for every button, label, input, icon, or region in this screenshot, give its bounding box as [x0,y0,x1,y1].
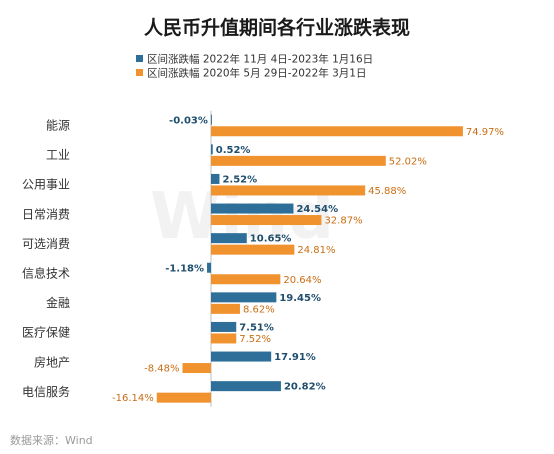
bar-series2 [211,244,295,255]
value-label-series1: 10.65% [250,234,292,245]
value-label-series2: 32.87% [324,216,362,227]
category-label: 电信服务 [22,384,70,399]
value-label-series1: -0.03% [169,115,208,126]
category-label: 医疗保健 [22,326,70,340]
bar-series1 [211,292,277,303]
category-label: 信息技术 [22,266,70,281]
source-note: 数据来源：Wind [10,433,93,447]
value-label-series1: 20.82% [284,382,326,393]
value-label-series1: 19.45% [279,293,321,304]
category-label: 能源 [46,119,70,133]
category-label: 工业 [46,148,70,162]
value-label-series2: -8.48% [144,364,179,375]
category-label: 日常消费 [22,207,70,221]
value-label-series1: -1.18% [165,263,204,274]
category-label: 金融 [46,295,70,310]
legend-label-1: 区间涨跌幅 2022年 11月 4日-2023年 1月16日 [147,53,373,66]
value-label-series2: 24.81% [297,245,335,256]
bar-series2 [211,155,386,166]
category-label: 房地产 [34,354,70,369]
bar-series1 [211,144,213,155]
value-label-series1: 2.52% [222,174,257,185]
bar-series2 [156,392,211,403]
value-label-series2: 74.97% [466,127,504,138]
bar-series2 [211,303,240,314]
bar-series2 [211,333,237,344]
bar-series1 [210,114,212,125]
legend-swatch-1 [136,55,143,62]
bar-series2 [182,363,211,374]
bar-series2 [211,274,281,285]
value-label-series1: 17.91% [274,352,316,363]
bar-series1 [211,321,237,332]
category-label: 可选消费 [22,237,70,251]
value-label-series1: 7.51% [239,322,274,333]
bar-series2 [211,215,322,226]
bar-series1 [211,233,247,244]
legend-label-2: 区间涨跌幅 2020年 5月 29日-2022年 3月1日 [147,67,366,80]
value-label-series2: 52.02% [389,156,427,167]
bar-series2 [211,185,366,196]
bar-series1 [211,203,294,214]
chart-title: 人民币升值期间各行业涨跌表现 [144,16,410,39]
value-label-series2: 45.88% [368,186,406,197]
bar-series1 [211,351,272,362]
value-label-series1: 24.54% [296,204,338,215]
bar-series1 [207,262,211,273]
value-label-series2: 8.62% [243,304,275,315]
value-label-series1: 0.52% [216,145,251,156]
legend-swatch-2 [136,69,143,76]
value-label-series2: 7.52% [239,334,271,345]
bar-series1 [211,173,220,184]
bar-series2 [211,126,463,137]
bar-series1 [211,381,281,392]
value-label-series2: 20.64% [283,275,321,286]
value-label-series2: -16.14% [112,393,154,404]
category-label: 公用事业 [22,178,70,192]
